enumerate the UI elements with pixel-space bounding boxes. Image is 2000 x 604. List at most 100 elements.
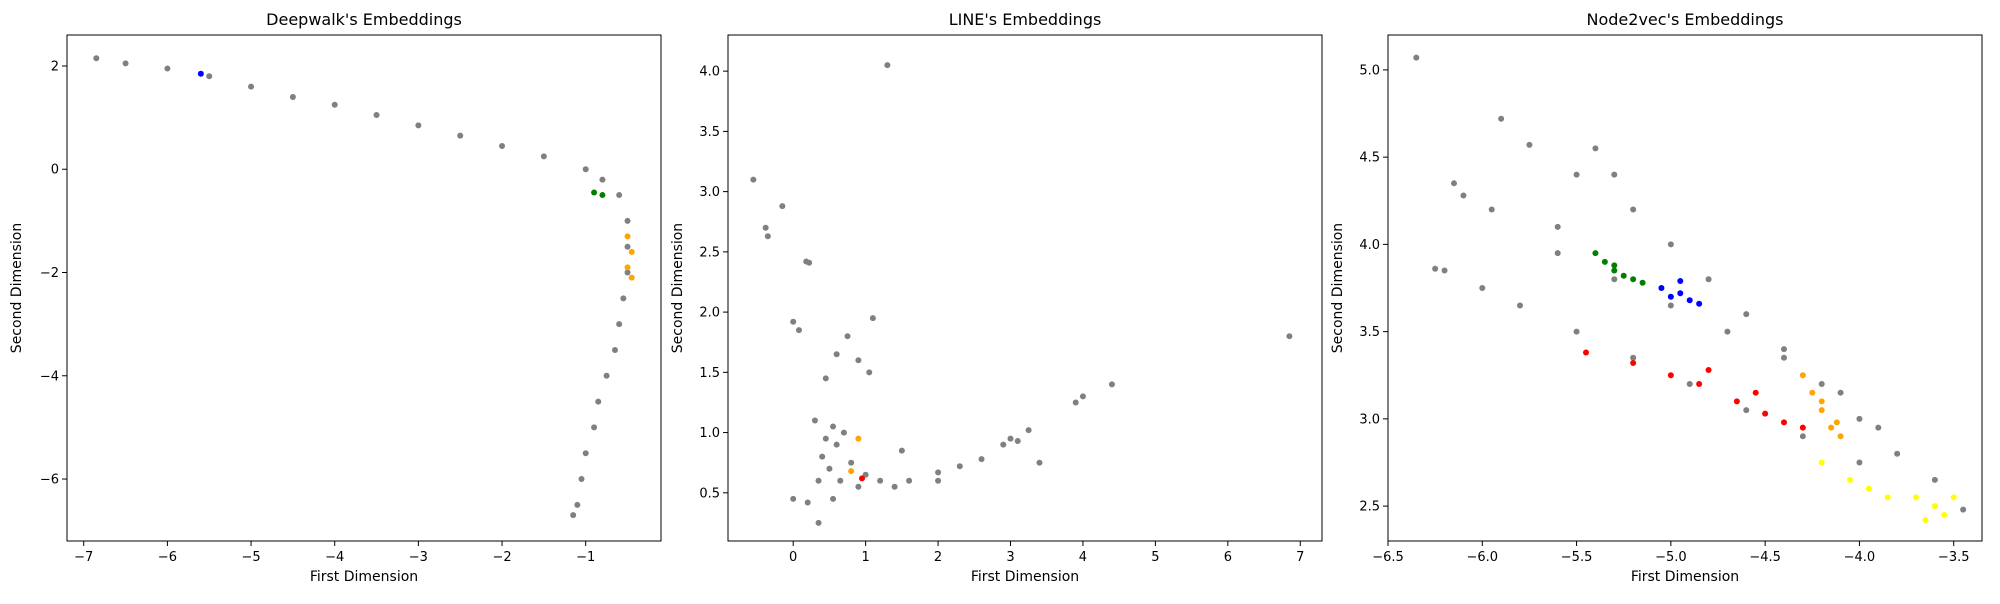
data-point [833,441,840,448]
data-point [1809,389,1816,396]
data-point [1922,517,1929,524]
panel-line: 0 1 2 3 4 5 6 7 0.5 1.0 1.5 2.0 2.5 3.0 3.5 4.0 LINE's E… [670,10,1323,585]
x-tick-label: 6 [1224,550,1232,565]
data-point [1611,262,1618,269]
data-point [1696,300,1703,307]
data-point [540,153,547,160]
data-point [1781,346,1787,353]
data-point [1818,380,1825,387]
data-point [811,417,818,424]
data-point [1611,267,1618,274]
y-axis-label: Second Dimension [1330,223,1346,353]
data-point [1865,485,1872,492]
data-point [837,477,844,484]
data-point [877,477,884,484]
data-point [164,65,171,72]
data-point [1686,297,1693,304]
data-point [906,477,913,484]
data-point [1833,419,1840,426]
x-tick-label: −4.0 [1844,550,1876,565]
data-point [1847,476,1853,483]
data-point [1007,435,1014,442]
x-tick-label: −4.5 [1749,550,1781,565]
data-point [1620,272,1627,279]
data-point [1875,424,1882,431]
data-point [1818,407,1825,414]
data-point [1960,506,1967,513]
data-point [1630,276,1637,283]
data-point [1837,433,1844,440]
x-tick-label: −1 [576,550,595,565]
data-point [206,73,213,80]
data-point [1781,419,1787,426]
data-point [1025,427,1032,434]
data-point [891,483,898,490]
x-tick-label: 1 [861,550,869,565]
chart-title: LINE's Embeddings [949,10,1102,29]
y-axis-label: Second Dimension [9,223,25,353]
x-tick-label: 0 [789,550,797,565]
data-point [1733,398,1740,405]
data-point [848,459,855,466]
data-point [624,233,631,240]
data-point [197,70,204,77]
panel-node2vec: −6.5 −6.0 −5.5 −5.0 −4.5 −4.0 −3.5 2.5 3.0 3.5 4.0… [1330,10,1983,585]
data-point [1573,171,1580,178]
data-point [978,456,985,463]
data-point [582,166,589,173]
data-point [93,55,100,62]
data-point [1601,258,1608,265]
data-point [1818,398,1825,405]
x-tick-label: 2 [934,550,942,565]
data-point [1705,276,1712,283]
x-tick-label: 4 [1079,550,1087,565]
data-point [956,463,963,470]
data-point [1950,494,1957,501]
y-tick-label: 2.0 [699,306,720,321]
data-point [1036,459,1043,466]
data-point [830,423,837,430]
data-point [1667,293,1674,300]
data-point [1592,250,1599,257]
y-tick-label: 4.0 [1359,238,1380,253]
data-point [1781,354,1787,361]
data-point [1460,192,1467,199]
data-point [1762,410,1769,417]
data-point [1724,328,1731,335]
data-point [248,83,255,90]
data-point [331,101,338,108]
data-point [1884,494,1891,501]
data-point [616,192,623,199]
data-point [833,351,840,358]
data-point [599,192,606,199]
data-point [1498,115,1505,122]
x-tick-label: −5 [241,550,260,565]
data-point [1611,171,1618,178]
data-point [578,476,585,483]
data-point [1517,302,1523,309]
data-point [1913,494,1919,501]
data-point [866,369,873,376]
y-tick-label: 2.5 [1359,500,1380,515]
data-point [570,512,577,519]
plot-frame [1387,34,1983,542]
data-point [591,189,598,196]
data-point [1630,354,1637,361]
data-point [830,495,837,502]
y-tick-label: −4 [40,369,59,384]
y-tick-label: 0.5 [699,486,720,501]
data-point [1639,279,1646,286]
data-point [855,357,862,364]
data-point [1696,380,1703,387]
y-tick-label: 1.0 [699,426,720,441]
data-point [844,333,851,340]
data-point [1554,223,1561,230]
data-point [804,499,811,506]
data-point [822,375,829,382]
data-point [1630,360,1637,367]
x-tick-label: 5 [1151,550,1159,565]
data-point [1856,415,1863,422]
y-tick-label: 4.5 [1359,151,1380,166]
data-point [457,132,464,139]
y-axis-label: Second Dimension [670,223,686,353]
